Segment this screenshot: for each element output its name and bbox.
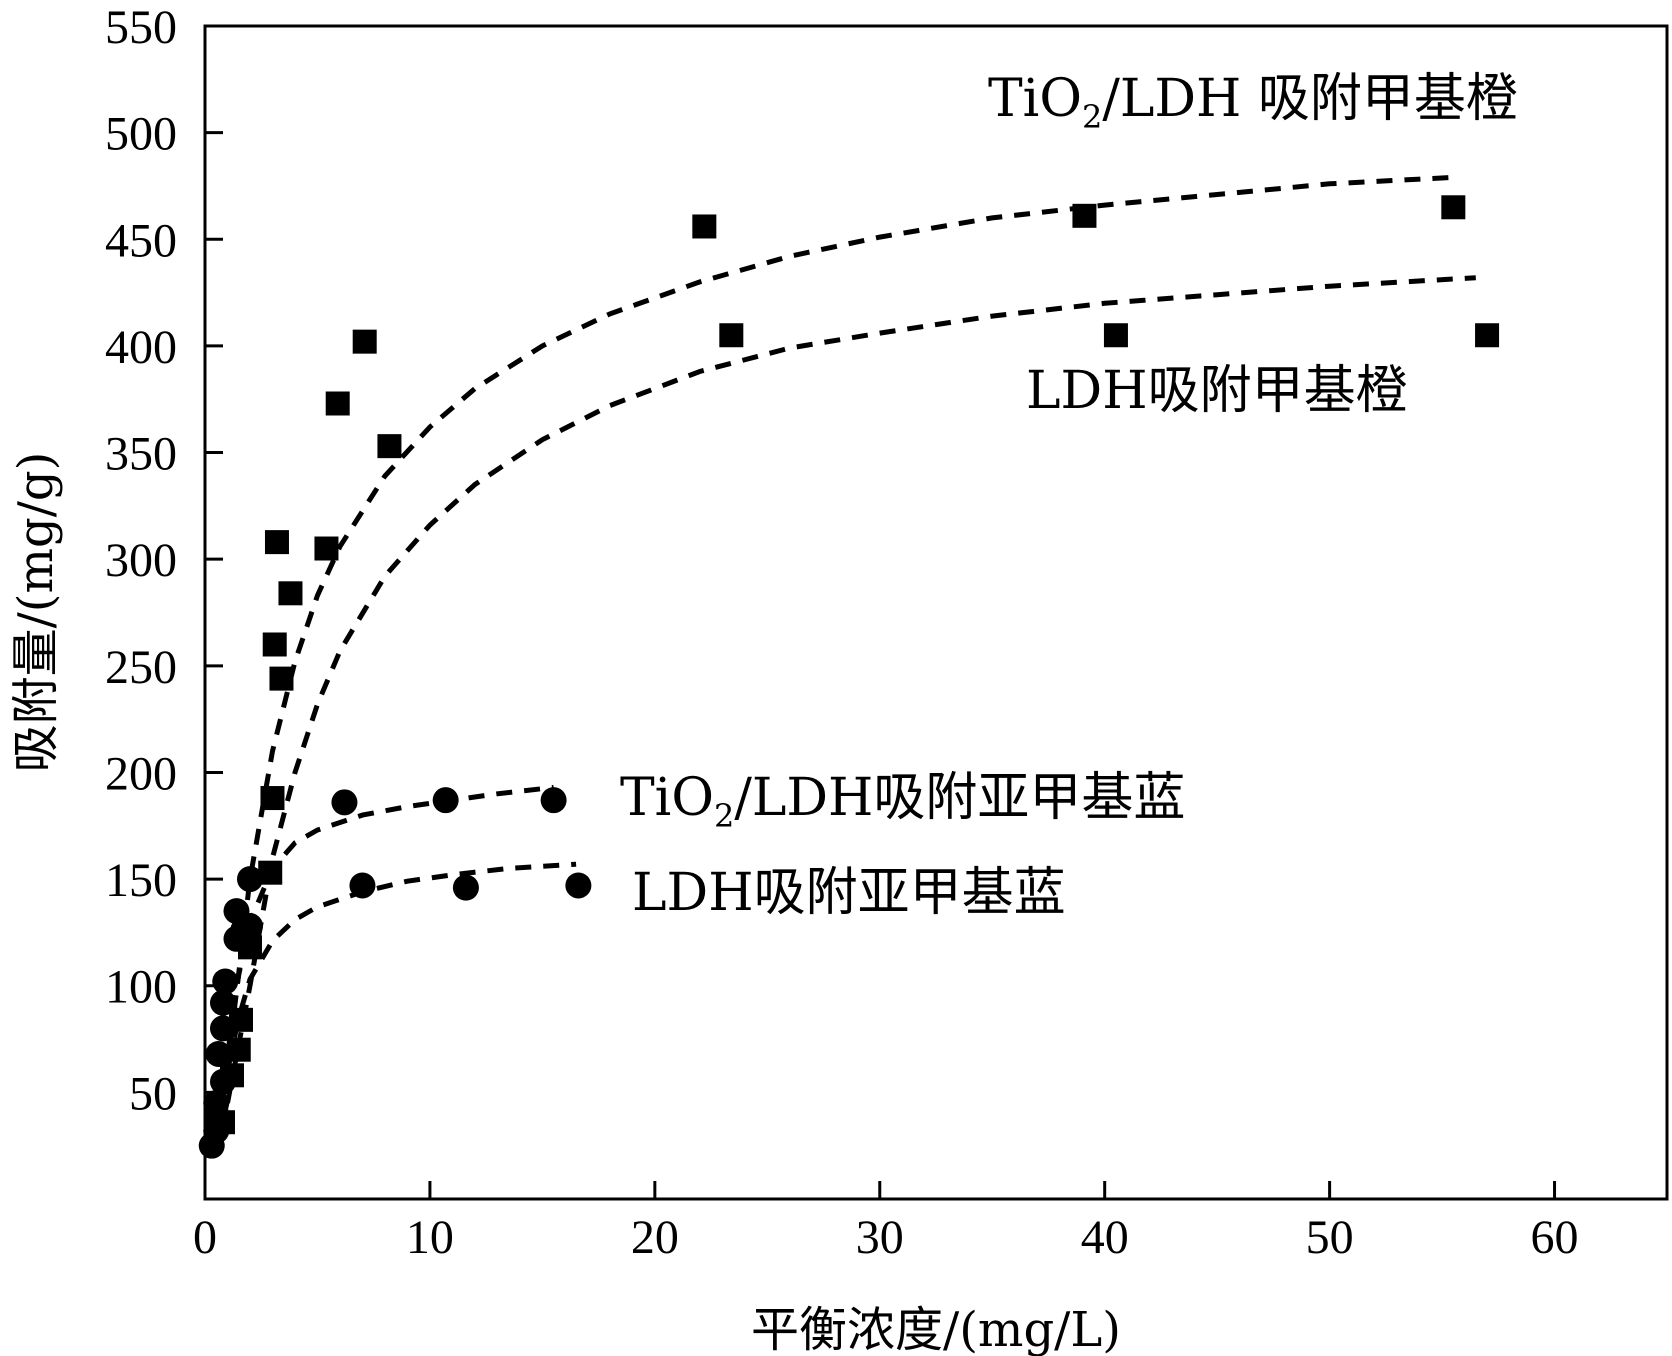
label-tio2-ldh-methylene-blue: TiO2/LDH吸附亚甲基蓝 xyxy=(620,768,1185,835)
y-tick-label: 50 xyxy=(129,1067,177,1120)
data-point-circle xyxy=(209,1015,236,1042)
fit-curve-series-0 xyxy=(225,174,1454,1068)
data-point-circle xyxy=(209,1068,236,1095)
fit-curve-series-3 xyxy=(220,861,577,1093)
data-point-square xyxy=(1441,195,1466,220)
y-axis-tick-labels: 50 100 150 200 250 300 350 400 450 500 550 xyxy=(105,1,177,1120)
data-point-square xyxy=(719,323,744,348)
data-point-circle xyxy=(203,1090,230,1117)
data-point-square xyxy=(377,434,402,459)
data-point-circle xyxy=(331,789,358,816)
x-tick-label: 20 xyxy=(631,1211,679,1264)
y-tick-label: 450 xyxy=(105,214,177,267)
data-point-square xyxy=(1475,323,1500,348)
data-point-square xyxy=(314,536,339,561)
axis-ticks xyxy=(205,131,1557,1199)
data-point-square xyxy=(692,214,717,239)
x-tick-label: 50 xyxy=(1306,1211,1354,1264)
x-tick-label: 60 xyxy=(1531,1211,1579,1264)
data-point-circle xyxy=(230,917,257,944)
data-point-square xyxy=(260,786,285,811)
x-axis-title: 平衡浓度/(mg/L) xyxy=(751,1302,1121,1356)
y-tick-label: 150 xyxy=(105,854,177,907)
data-point-square xyxy=(352,329,377,354)
data-point-circle xyxy=(452,874,479,901)
data-point-circle xyxy=(209,989,236,1016)
data-point-circle xyxy=(540,787,567,814)
label-ldh-methylene-blue: LDH吸附亚甲基蓝 xyxy=(632,863,1066,923)
fit-curve-series-2 xyxy=(222,784,554,1068)
y-tick-label: 550 xyxy=(105,1,177,54)
label-ldh-methyl-orange: LDH吸附甲基橙 xyxy=(1026,361,1408,421)
data-point-circle xyxy=(212,968,239,995)
y-tick-label: 200 xyxy=(105,747,177,800)
data-point-circle xyxy=(565,872,592,899)
y-tick-label: 400 xyxy=(105,321,177,374)
data-point-square xyxy=(269,666,294,691)
label-tio2-ldh-methyl-orange: TiO2/LDH 吸附甲基橙 xyxy=(988,69,1518,136)
x-tick-label: 0 xyxy=(193,1211,217,1264)
data-point-circle xyxy=(349,872,376,899)
y-tick-label: 500 xyxy=(105,108,177,161)
y-tick-label: 250 xyxy=(105,641,177,694)
x-tick-label: 40 xyxy=(1081,1211,1129,1264)
fit-curves xyxy=(220,174,1476,1104)
x-axis-tick-labels: 0 10 20 30 40 50 60 xyxy=(193,1211,1579,1264)
data-markers xyxy=(198,195,1500,1159)
data-point-square xyxy=(1103,323,1128,348)
y-tick-label: 300 xyxy=(105,534,177,587)
data-point-square xyxy=(278,581,303,606)
fit-curve-series-1 xyxy=(225,275,1476,1104)
data-point-square xyxy=(262,632,287,657)
data-point-circle xyxy=(432,787,459,814)
plot-frame xyxy=(203,24,1669,1201)
data-point-square xyxy=(264,530,289,555)
data-point-square xyxy=(325,391,350,416)
x-tick-label: 10 xyxy=(406,1211,454,1264)
data-point-circle xyxy=(198,1132,225,1159)
y-axis-title: 吸附量/(mg/g) xyxy=(8,452,64,773)
y-tick-label: 350 xyxy=(105,428,177,481)
x-tick-label: 30 xyxy=(856,1211,904,1264)
data-point-square xyxy=(1072,203,1097,228)
data-point-circle xyxy=(205,1040,232,1067)
y-tick-label: 100 xyxy=(105,961,177,1014)
data-point-circle xyxy=(236,866,263,893)
